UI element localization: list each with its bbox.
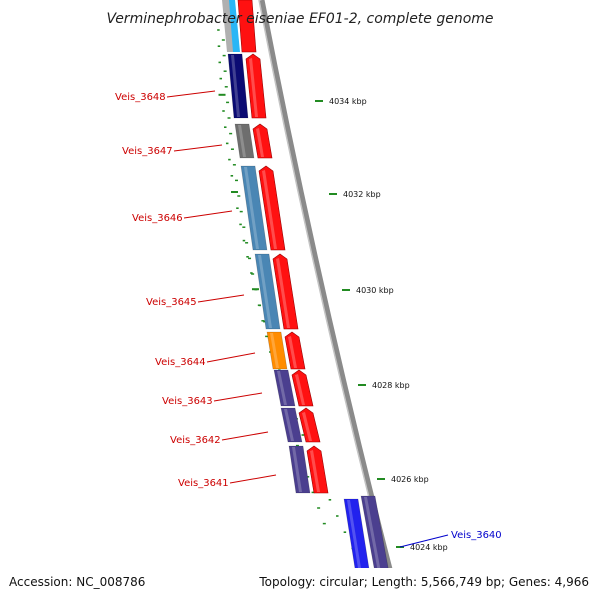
cds-veis-3643-shine bbox=[295, 374, 305, 405]
topology-text: Topology: circular; Length: 5,566,749 bp… bbox=[258, 575, 589, 589]
cds-veis-3647 bbox=[252, 123, 273, 159]
gene-label-leader bbox=[229, 474, 277, 484]
gene-veis-3648 bbox=[227, 53, 249, 119]
cds-veis-3642 bbox=[298, 407, 321, 443]
gene-label: Veis_3640 bbox=[451, 530, 502, 541]
cds-veis-3645 bbox=[272, 253, 299, 330]
gene-veis-3641-shine bbox=[292, 447, 302, 492]
gene-label: Veis_3643 bbox=[162, 396, 213, 407]
gene-label-leader bbox=[399, 534, 449, 548]
scale-label: 4024 kbp bbox=[410, 543, 448, 552]
cds-veis-3646-shine bbox=[262, 170, 277, 249]
cds-veis-3641-shine bbox=[310, 450, 320, 492]
cds-veis-3641 bbox=[306, 445, 329, 494]
gene-veis-3641 bbox=[288, 445, 311, 494]
scale-label: 4032 kbp bbox=[343, 190, 381, 199]
gene-veis-3644 bbox=[266, 331, 288, 370]
gene-veis-3643 bbox=[273, 369, 296, 407]
scale-label: 4034 kbp bbox=[329, 97, 367, 106]
scale-label: 4028 kbp bbox=[372, 381, 410, 390]
gene-label: Veis_3642 bbox=[170, 435, 221, 446]
gene-label-leader bbox=[221, 431, 269, 441]
gene-veis-3647 bbox=[234, 123, 255, 159]
scale-label: 4026 kbp bbox=[391, 475, 429, 484]
map-title: Verminephrobacter eiseniae EF01-2, compl… bbox=[106, 11, 493, 27]
gene-features bbox=[222, 0, 395, 600]
cds-veis-3648 bbox=[245, 53, 267, 119]
gene-label-leader bbox=[197, 294, 245, 303]
gene-veis-3648-shine bbox=[231, 55, 240, 117]
partial-gene-red bbox=[237, 0, 257, 53]
partial-gene-cyan bbox=[229, 0, 240, 52]
cds-veis-3644 bbox=[284, 331, 306, 370]
gene-veis-3646-shine bbox=[244, 167, 259, 249]
gene-label-leader bbox=[166, 90, 216, 98]
gene-label: Veis_3644 bbox=[155, 357, 206, 368]
gene-veis-3643-shine bbox=[277, 371, 287, 405]
gene-veis-3645 bbox=[254, 253, 281, 330]
scale-label: 4030 kbp bbox=[356, 286, 394, 295]
gene-veis-3645-shine bbox=[258, 255, 272, 328]
cds-veis-3644-shine bbox=[288, 336, 297, 368]
gene-label-leader bbox=[213, 392, 263, 402]
cds-veis-3643 bbox=[291, 369, 314, 407]
gene-label-leader bbox=[183, 210, 233, 219]
cds-veis-3642-shine bbox=[302, 412, 312, 441]
gene-veis-3646 bbox=[240, 165, 268, 251]
cds-veis-3647-shine bbox=[256, 128, 264, 157]
cds-veis-3646 bbox=[258, 165, 286, 251]
gene-veis-3644-shine bbox=[270, 333, 279, 368]
gene-label: Veis_3648 bbox=[115, 92, 166, 103]
accession-text: Accession: NC_008786 bbox=[9, 575, 145, 589]
footer-background bbox=[0, 568, 600, 600]
gene-label-leader bbox=[173, 144, 223, 152]
cds-veis-3645-shine bbox=[276, 258, 290, 328]
gene-label: Veis_3647 bbox=[122, 146, 173, 157]
gene-label: Veis_3646 bbox=[132, 213, 183, 224]
gene-label: Veis_3641 bbox=[178, 478, 229, 489]
gene-labels: Veis_3648 Veis_3647 Veis_3646 Veis_3645 Veis… bbox=[115, 90, 502, 548]
gene-label-leader bbox=[206, 352, 256, 363]
gene-veis-3647-shine bbox=[238, 125, 246, 157]
cds-veis-3648-shine bbox=[249, 58, 258, 117]
gene-veis-3642 bbox=[280, 407, 303, 443]
gene-label: Veis_3645 bbox=[146, 297, 197, 308]
gene-veis-3642-shine bbox=[284, 409, 294, 441]
